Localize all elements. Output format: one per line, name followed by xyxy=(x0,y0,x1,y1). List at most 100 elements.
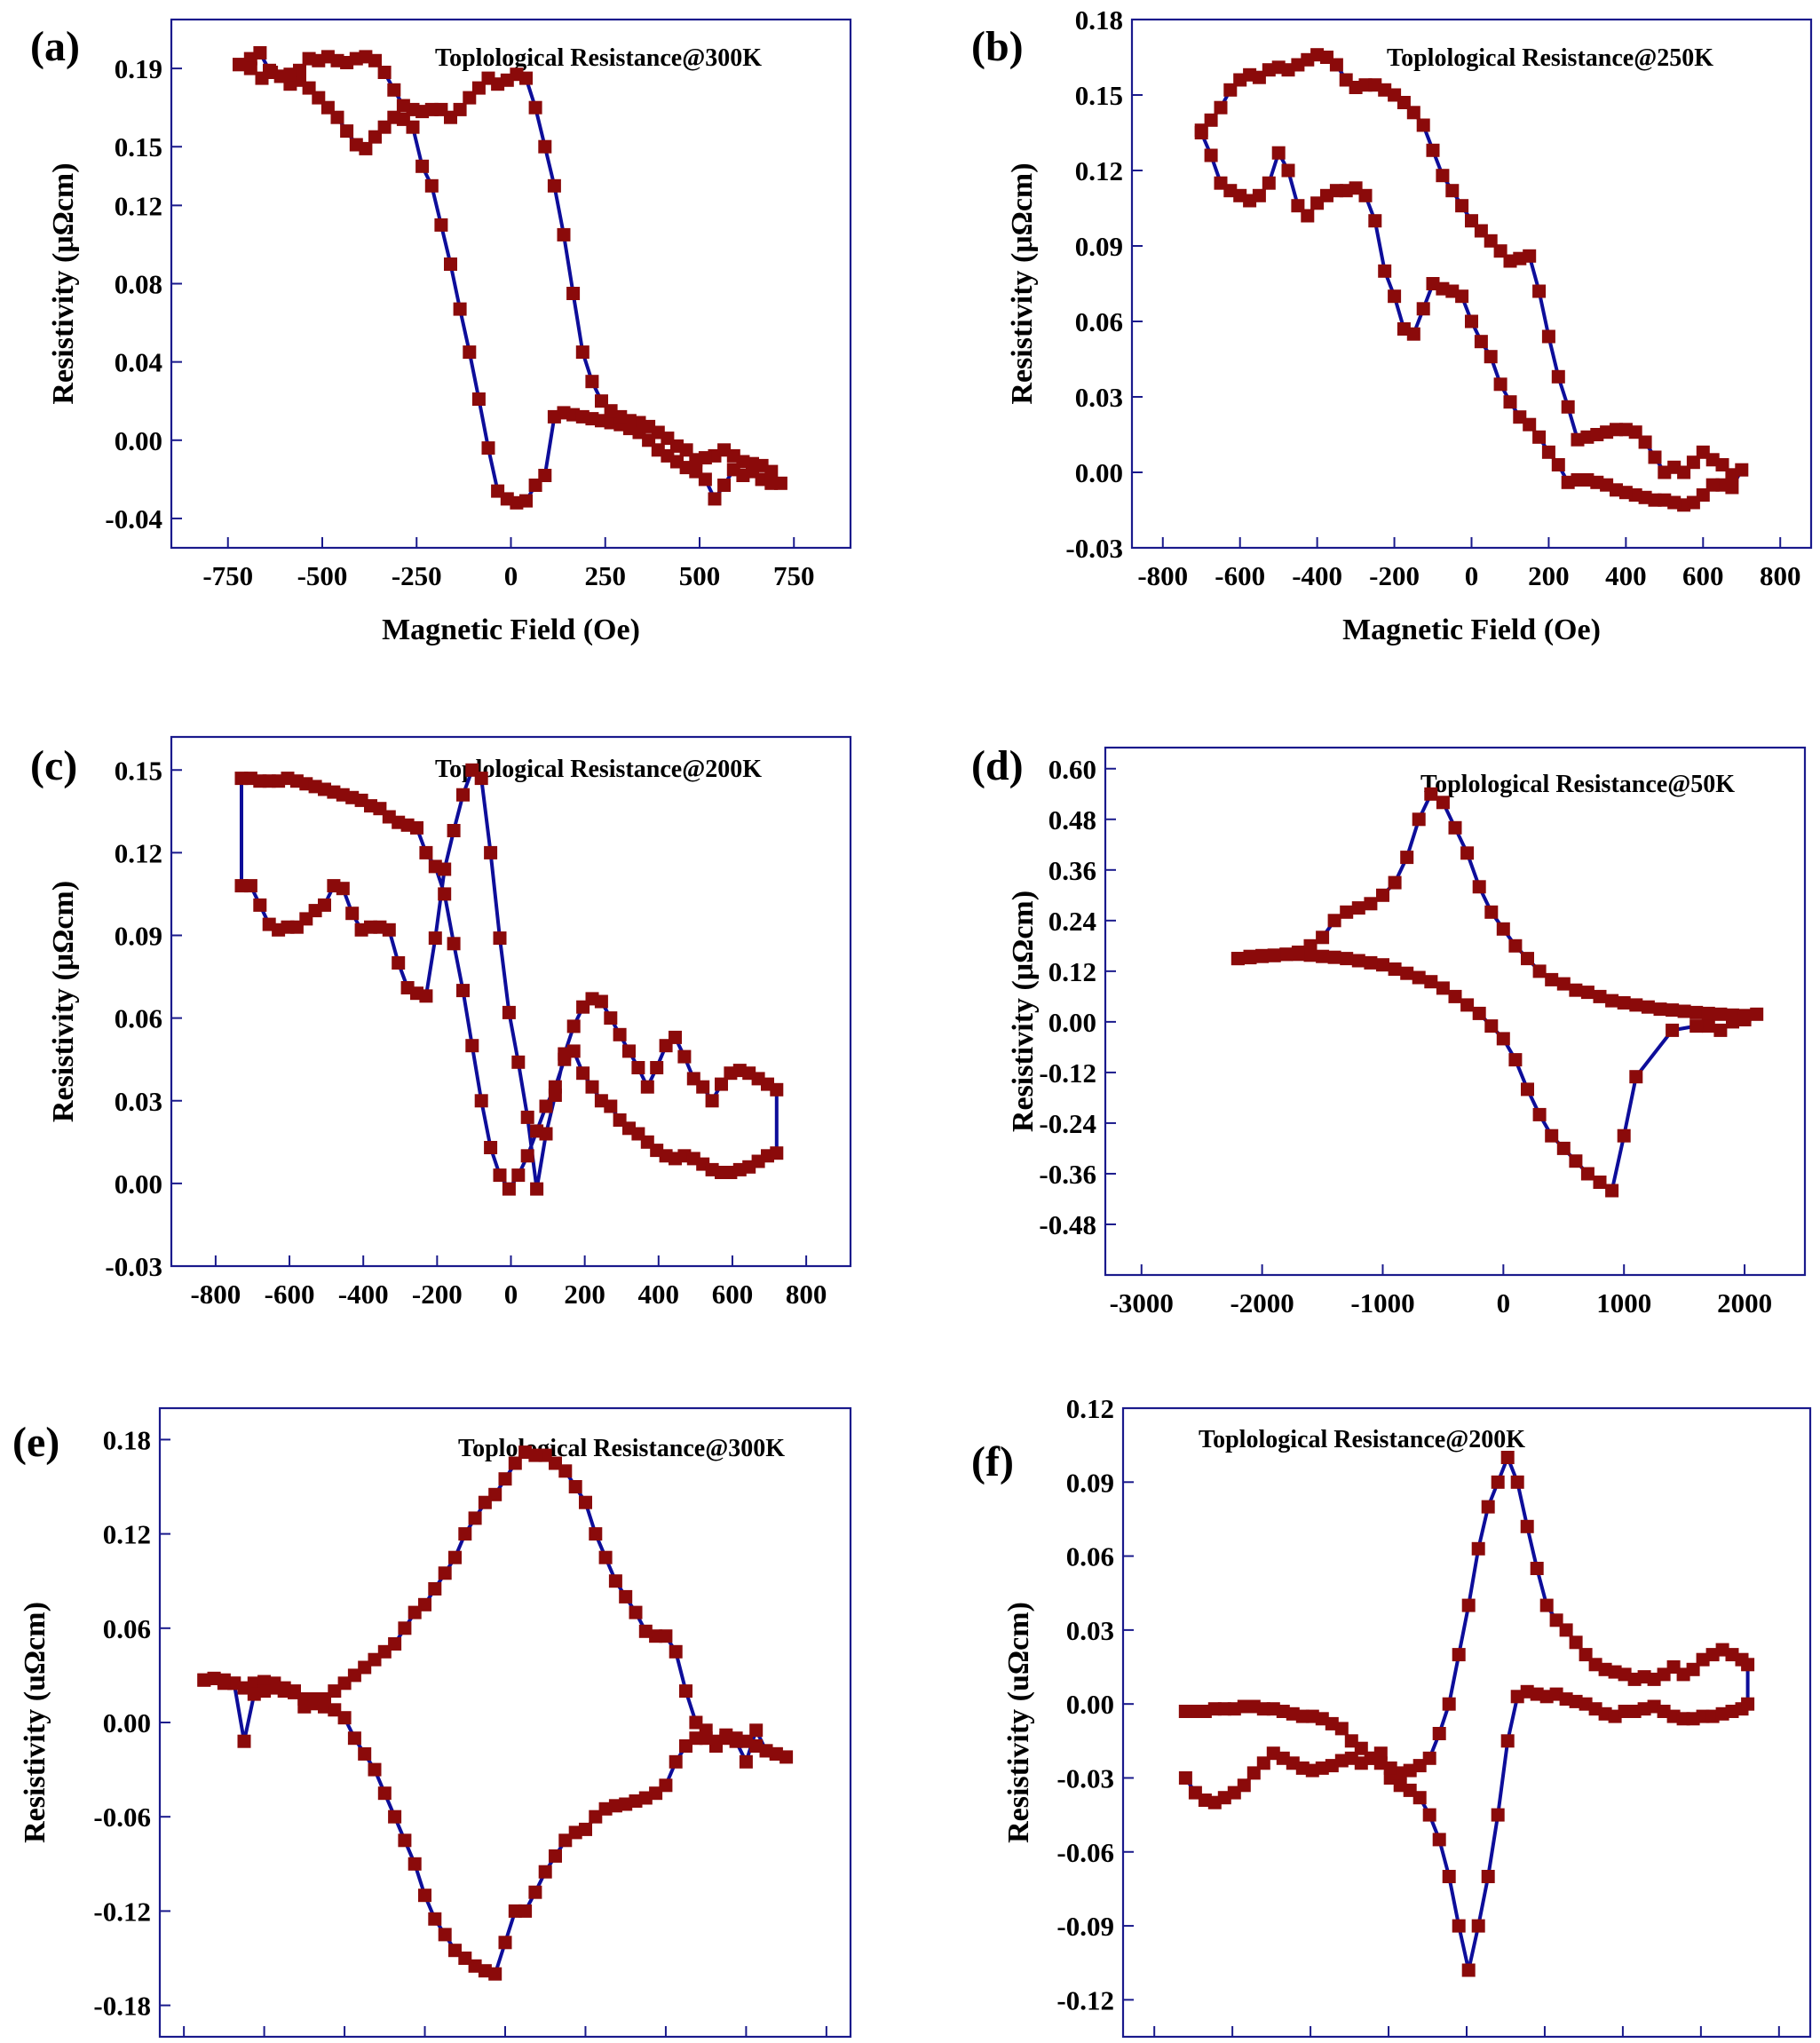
data-point xyxy=(1279,947,1294,962)
data-point xyxy=(488,1487,502,1501)
data-point xyxy=(739,1754,753,1769)
data-point xyxy=(705,1094,719,1108)
data-point xyxy=(1397,96,1411,109)
data-point xyxy=(579,1495,592,1509)
data-point xyxy=(1436,796,1450,810)
y-tick-label: -0.06 xyxy=(1056,1837,1114,1868)
y-tick-label: -0.03 xyxy=(1056,1762,1114,1794)
data-point xyxy=(288,1684,301,1699)
x-axis-label: Magnetic Field (Oe) xyxy=(1342,614,1601,646)
data-point xyxy=(698,472,712,487)
data-point xyxy=(359,141,373,155)
data-point xyxy=(1617,1128,1631,1143)
data-point xyxy=(1737,1013,1752,1026)
data-point xyxy=(428,1912,442,1926)
data-point xyxy=(481,441,495,455)
data-point xyxy=(1569,1635,1583,1650)
data-point xyxy=(679,1684,692,1699)
data-point xyxy=(689,1715,703,1730)
y-tick-label: 0.19 xyxy=(115,53,162,84)
series-line xyxy=(1238,792,1759,1192)
data-point xyxy=(398,1621,412,1635)
data-point xyxy=(377,66,392,79)
data-point xyxy=(1569,983,1583,997)
data-point xyxy=(568,1480,582,1493)
data-point xyxy=(669,1644,683,1659)
data-point xyxy=(1237,1778,1251,1793)
data-point xyxy=(1364,897,1378,911)
data-point xyxy=(488,1967,502,1981)
data-point xyxy=(538,139,552,154)
data-point xyxy=(508,1456,522,1470)
data-point xyxy=(1532,430,1547,444)
y-axis-label: Resistivity (μΩcm) xyxy=(1006,162,1039,404)
data-point xyxy=(530,1182,544,1196)
data-point xyxy=(297,1699,312,1714)
data-point xyxy=(719,1731,733,1746)
data-point xyxy=(1301,209,1315,223)
data-point xyxy=(508,1904,522,1918)
panel-letter: (f) xyxy=(971,1438,1014,1485)
data-point xyxy=(708,492,722,506)
data-point xyxy=(608,1574,622,1588)
y-tick-label: 0.09 xyxy=(115,921,162,952)
y-tick-label: 0.06 xyxy=(115,1003,162,1034)
x-tick-label: -250 xyxy=(392,560,442,591)
data-point xyxy=(428,931,442,946)
y-tick-label: 0.12 xyxy=(115,190,162,221)
data-point xyxy=(387,83,401,97)
data-point xyxy=(253,46,267,59)
data-point xyxy=(463,91,477,105)
y-axis-label: Resistivity (uΩcm) xyxy=(1002,1602,1035,1843)
data-point xyxy=(595,394,608,408)
data-point xyxy=(337,1711,352,1725)
series-line xyxy=(1199,52,1744,507)
data-point xyxy=(749,1739,764,1753)
data-point xyxy=(585,375,599,389)
y-tick-label: 0.12 xyxy=(1048,956,1096,987)
data-point xyxy=(392,956,406,970)
data-point xyxy=(638,1624,653,1638)
data-point xyxy=(604,1099,618,1113)
data-point xyxy=(358,1746,372,1761)
data-point xyxy=(1551,458,1565,471)
data-point xyxy=(598,1801,613,1816)
data-point xyxy=(1316,930,1330,945)
data-point xyxy=(408,1605,422,1619)
data-point xyxy=(1461,1963,1476,1977)
data-point xyxy=(1474,224,1488,238)
x-tick-label: 200 xyxy=(1528,560,1570,591)
data-point xyxy=(1750,1007,1764,1021)
panel-c: (c) -800 -600 -400 -200 0 200 400 600 800 -0.03 0.0… xyxy=(30,735,852,1310)
data-point xyxy=(1521,1082,1534,1097)
data-point xyxy=(262,917,276,931)
data-point xyxy=(679,1739,692,1753)
x-tick-label: -500 xyxy=(297,560,348,591)
data-point xyxy=(438,1566,452,1580)
panel-annotation: Toplological Resistance@50K xyxy=(1420,771,1735,798)
data-point xyxy=(340,124,354,139)
data-point xyxy=(396,99,410,113)
data-point xyxy=(589,1809,603,1824)
data-point xyxy=(1436,981,1450,995)
data-point xyxy=(1677,1004,1691,1018)
data-point xyxy=(1442,1870,1456,1883)
data-point xyxy=(579,1822,592,1836)
data-point xyxy=(408,1857,422,1871)
data-point xyxy=(1705,478,1720,492)
data-point xyxy=(1605,994,1619,1008)
y-tick-label: 0.12 xyxy=(1066,1393,1114,1424)
plot-frame xyxy=(1130,18,1813,550)
data-point xyxy=(1400,851,1414,865)
y-tick-label: -0.03 xyxy=(105,1251,162,1282)
data-point xyxy=(669,1754,683,1769)
data-point xyxy=(659,1629,673,1643)
panel-f: (f)-800-600-400-2000200400600800-0.12-0.… xyxy=(971,1393,1812,2039)
data-point xyxy=(1214,176,1228,190)
data-point xyxy=(538,1448,552,1462)
y-tick-label: -0.12 xyxy=(93,1896,151,1927)
data-point xyxy=(1532,964,1547,978)
data-point xyxy=(1648,450,1662,464)
data-point xyxy=(1432,1833,1446,1847)
data-point xyxy=(255,71,269,85)
